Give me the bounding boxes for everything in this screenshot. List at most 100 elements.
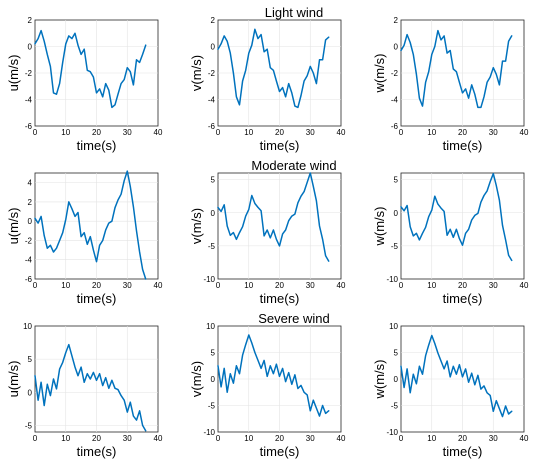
panel-moderate-u-series-0-line: [34, 170, 147, 280]
panel-light-v-ylabel: v(m/s): [189, 55, 204, 91]
panel-moderate-w-xtick-label: 20: [458, 281, 467, 290]
panel-light-w-xtick-label: 0: [399, 128, 404, 137]
row-title-moderate-wind: Moderate wind: [251, 158, 336, 173]
panel-moderate-w-ytick-label: 5: [394, 176, 399, 185]
panel-severe-v-xlabel: time(s): [260, 444, 300, 459]
panel-light-u-xtick-label: 20: [92, 128, 101, 137]
panel-moderate-v-grid: [218, 173, 341, 279]
panel-severe-u-xtick-label: 0: [33, 434, 38, 443]
panel-severe-w-ytick-label: -10: [386, 428, 398, 437]
panel-light-u-grid: [35, 20, 158, 126]
panel-moderate-w-xtick-label: 30: [489, 281, 498, 290]
panel-severe-u-xtick-label: 10: [61, 434, 70, 443]
panel-moderate-w-ytick-label: -5: [391, 242, 399, 251]
panel-severe-w-ytick-label: 10: [389, 322, 398, 331]
panel-severe-u-xtick-label: 20: [92, 434, 101, 443]
panel-light-u-ytick-label: 2: [28, 16, 33, 25]
panel-severe-u-ytick-label: 5: [28, 355, 33, 364]
panel-severe-w-ylabel: w(m/s): [372, 360, 387, 400]
panel-moderate-u-grid: [35, 173, 158, 279]
panel-severe-v-ytick-label: -5: [208, 402, 216, 411]
panel-moderate-v-xlabel: time(s): [260, 291, 300, 306]
panel-light-u-xtick-label: 40: [154, 128, 163, 137]
panel-moderate-u-ylabel: u(m/s): [6, 208, 21, 245]
panel-light-w-xtick-label: 10: [427, 128, 436, 137]
panel-moderate-v: 0 10 20 30 40 -10 -5 0 5 time(s) v(m/s): [189, 172, 346, 306]
panel-moderate-w-ylabel: w(m/s): [372, 207, 387, 247]
panel-severe-w-ytick-label: -5: [391, 402, 399, 411]
panel-severe-u-ylabel: u(m/s): [6, 361, 21, 398]
panel-moderate-w-xtick-label: 0: [399, 281, 404, 290]
panel-severe-w-xtick-label: 40: [520, 434, 529, 443]
panel-light-v: 0 10 20 30 40 -6 -4 -2 0 2 time(s) v(m/s): [189, 16, 346, 153]
panel-severe-v-xtick-label: 0: [216, 434, 221, 443]
panel-moderate-u: 0 10 20 30 40 -6 -4 -2 0 2 4 time(s) u(m/s): [6, 170, 163, 306]
panel-moderate-w-ytick-label: 0: [394, 209, 399, 218]
panel-light-v-xtick-label: 0: [216, 128, 221, 137]
panel-severe-w: 0 10 20 30 40 -10 -5 0 5 10 time(s) w(m/s): [372, 322, 529, 459]
panel-moderate-u-xtick-label: 10: [61, 281, 70, 290]
panel-light-w-ylabel: w(m/s): [372, 54, 387, 94]
panel-severe-u-xlabel: time(s): [77, 444, 117, 459]
panel-light-w-ytick-label: 2: [394, 16, 399, 25]
panel-severe-w-series-0-line: [400, 334, 513, 418]
panel-severe-u-ytick-label: 0: [28, 388, 33, 397]
panel-moderate-u-xlabel: time(s): [77, 291, 117, 306]
panel-light-u-series-0-line: [34, 29, 147, 109]
panel-light-u-ytick-label: -6: [25, 122, 33, 131]
panel-light-v-ytick-label: 2: [211, 16, 216, 25]
row-title-light-wind: Light wind: [265, 5, 324, 20]
panel-severe-v-ylabel: v(m/s): [189, 361, 204, 397]
panel-moderate-w-series-0-line: [400, 172, 513, 262]
panel-light-v-xtick-label: 10: [244, 128, 253, 137]
panel-moderate-u-ytick-label: 2: [28, 198, 33, 207]
panel-moderate-w-xtick-label: 10: [427, 281, 436, 290]
panel-light-u-ytick-label: -2: [25, 69, 33, 78]
panel-moderate-v-xtick-label: 10: [244, 281, 253, 290]
panel-severe-w-ytick-label: 5: [394, 349, 399, 358]
panel-moderate-w-ytick-label: -10: [386, 275, 398, 284]
panel-severe-v-ytick-label: 10: [206, 322, 215, 331]
panel-moderate-u-ytick-label: -4: [25, 256, 33, 265]
panel-moderate-u-ytick-label: 4: [28, 179, 33, 188]
panel-moderate-u-ytick-label: -2: [25, 236, 33, 245]
panel-light-w-grid: [401, 20, 524, 126]
panel-light-u-ytick-label: -4: [25, 96, 33, 105]
panel-moderate-u-xtick-label: 20: [92, 281, 101, 290]
panel-severe-w-xtick-label: 0: [399, 434, 404, 443]
row-title-severe-wind: Severe wind: [258, 311, 330, 326]
panel-light-v-xtick-label: 40: [337, 128, 346, 137]
panel-severe-v-ytick-label: -10: [203, 428, 215, 437]
panel-light-w-xtick-label: 20: [458, 128, 467, 137]
panel-moderate-v-ytick-label: -10: [203, 275, 215, 284]
panel-moderate-v-xtick-label: 20: [275, 281, 284, 290]
panel-severe-w-xtick-label: 30: [489, 434, 498, 443]
panel-severe-w-xtick-label: 20: [458, 434, 467, 443]
panel-moderate-w-xlabel: time(s): [443, 291, 483, 306]
panel-moderate-v-ytick-label: 5: [211, 176, 216, 185]
panel-severe-v-xtick-label: 10: [244, 434, 253, 443]
panel-moderate-v-ytick-label: -5: [208, 242, 216, 251]
panel-severe-w-xtick-label: 10: [427, 434, 436, 443]
panel-moderate-w-xtick-label: 40: [520, 281, 529, 290]
panel-severe-u-ytick-label: 10: [23, 322, 32, 331]
panel-severe-v-series-0-line: [217, 334, 330, 417]
panel-moderate-u-ytick-label: -6: [25, 275, 33, 284]
panel-light-w: 0 10 20 30 40 -6 -4 -2 0 2 time(s) w(m/s): [372, 16, 529, 153]
panel-light-u: 0 10 20 30 40 -6 -4 -2 0 2 time(s) u(m/s): [6, 16, 163, 153]
panel-light-u-ylabel: u(m/s): [6, 55, 21, 92]
panel-light-w-xtick-label: 30: [489, 128, 498, 137]
panel-light-w-ytick-label: -2: [391, 69, 399, 78]
panel-severe-v-ytick-label: 5: [211, 349, 216, 358]
panel-light-v-grid: [218, 20, 341, 126]
panel-moderate-u-xtick-label: 40: [154, 281, 163, 290]
panel-light-v-ytick-label: -2: [208, 69, 216, 78]
panel-moderate-w: 0 10 20 30 40 -10 -5 0 5 time(s) w(m/s): [372, 172, 529, 306]
panel-moderate-u-ytick-label: 0: [28, 217, 33, 226]
panel-severe-v: 0 10 20 30 40 -10 -5 0 5 10 time(s) v(m/s): [189, 322, 346, 459]
panel-moderate-v-ylabel: v(m/s): [189, 208, 204, 244]
panel-light-v-xtick-label: 30: [306, 128, 315, 137]
panel-severe-v-xtick-label: 20: [275, 434, 284, 443]
